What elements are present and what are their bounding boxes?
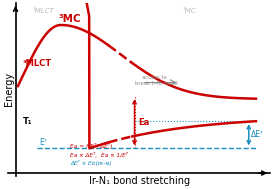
Text: T₁: T₁ [23, 117, 32, 126]
Text: Eᵀ: Eᵀ [39, 138, 47, 147]
Text: ³MC: ³MC [59, 14, 82, 24]
Text: Ea ∝ ΔEᵀ,  Ea ∝ 1/Eᵀ: Ea ∝ ΔEᵀ, Ea ∝ 1/Eᵀ [70, 152, 128, 158]
X-axis label: Ir-N₁ bond stretching: Ir-N₁ bond stretching [89, 176, 190, 186]
Text: Ea: Ea [138, 118, 149, 127]
Text: ³MC: ³MC [182, 8, 196, 14]
Text: ΔEᵀ: ΔEᵀ [251, 130, 264, 139]
Text: ³MLCT: ³MLCT [23, 59, 52, 68]
Text: ³MLCT: ³MLCT [33, 8, 55, 14]
Text: break Ir-N₁ bond: break Ir-N₁ bond [135, 81, 177, 86]
Y-axis label: Energy: Energy [4, 72, 14, 106]
Text: Ea = f(Eᵀ, ΔEᵀ): Ea = f(Eᵀ, ΔEᵀ) [70, 143, 113, 149]
Text: ΔEᵀ ∝ Eb(ɪʀ-ɴ): ΔEᵀ ∝ Eb(ɪʀ-ɴ) [70, 160, 112, 166]
Text: access to: access to [142, 75, 166, 80]
